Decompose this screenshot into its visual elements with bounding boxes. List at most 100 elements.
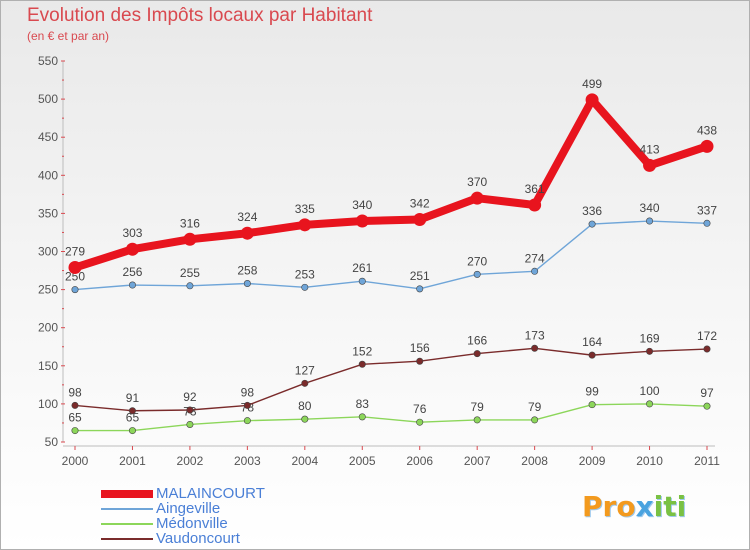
- data-label: 258: [237, 264, 257, 278]
- data-label: 98: [68, 385, 82, 399]
- data-label: 261: [352, 261, 372, 275]
- data-point: [301, 379, 309, 387]
- data-point: [413, 212, 427, 226]
- data-point: [186, 406, 194, 414]
- data-point: [416, 357, 424, 365]
- data-label: 413: [640, 142, 660, 156]
- chart-subtitle: (en € et par an): [27, 29, 110, 43]
- data-label: 127: [295, 363, 315, 377]
- x-tick-label: 2008: [521, 454, 548, 468]
- data-point: [531, 416, 539, 424]
- x-tick-label: 2001: [119, 454, 146, 468]
- data-point: [528, 198, 542, 212]
- data-point: [355, 214, 369, 228]
- data-point: [703, 402, 711, 410]
- data-point: [358, 360, 366, 368]
- data-point: [643, 158, 657, 172]
- x-tick-label: 2007: [464, 454, 491, 468]
- x-tick-label: 2010: [636, 454, 663, 468]
- data-point: [186, 420, 194, 428]
- data-point: [588, 401, 596, 409]
- series-line-malaincourt: [71, 95, 711, 272]
- data-point: [531, 344, 539, 352]
- x-tick-label: 2005: [349, 454, 376, 468]
- data-point: [646, 347, 654, 355]
- data-point: [298, 218, 312, 232]
- data-point: [71, 286, 79, 294]
- legend-label: Médonville: [156, 515, 228, 532]
- data-label: 173: [525, 328, 545, 342]
- x-tick-label: 2009: [579, 454, 606, 468]
- legend-swatch: [101, 538, 153, 540]
- logo-part-1: Pro: [582, 490, 636, 523]
- data-label: 250: [65, 270, 85, 284]
- data-point: [473, 270, 481, 278]
- data-label: 152: [352, 344, 372, 358]
- x-tick-label: 2002: [177, 454, 204, 468]
- legend-label: Aingeville: [156, 500, 221, 517]
- data-point: [358, 277, 366, 285]
- data-label: 303: [122, 226, 142, 240]
- y-tick-label: 200: [38, 321, 58, 335]
- x-tick-label: 2006: [406, 454, 433, 468]
- data-point: [646, 400, 654, 408]
- y-tick-label: 450: [38, 130, 58, 144]
- data-label: 156: [410, 341, 430, 355]
- data-point: [585, 93, 599, 107]
- data-label: 172: [697, 329, 717, 343]
- data-label: 274: [525, 251, 545, 265]
- data-point: [128, 281, 136, 289]
- data-label: 279: [65, 245, 85, 259]
- x-tick-label: 2000: [62, 454, 89, 468]
- data-point: [243, 417, 251, 425]
- data-label: 92: [183, 390, 197, 404]
- data-point: [301, 415, 309, 423]
- data-point: [243, 280, 251, 288]
- data-label: 76: [413, 402, 427, 416]
- data-point: [186, 282, 194, 290]
- data-label: 83: [356, 397, 370, 411]
- data-label: 79: [528, 400, 542, 414]
- y-tick-label: 100: [38, 397, 58, 411]
- data-label: 98: [241, 385, 255, 399]
- data-point: [588, 351, 596, 359]
- x-tick-label: 2011: [694, 454, 720, 468]
- data-label: 65: [68, 411, 82, 425]
- data-label: 65: [126, 411, 140, 425]
- data-label: 499: [582, 77, 602, 91]
- data-point: [183, 232, 197, 246]
- data-label: 340: [352, 198, 372, 212]
- chart-title: Evolution des Impôts locaux par Habitant: [27, 5, 373, 26]
- logo-part-3: iti: [653, 490, 687, 523]
- data-point: [128, 427, 136, 435]
- legend-swatch: [101, 508, 153, 510]
- data-point: [68, 261, 82, 275]
- data-label: 255: [180, 266, 200, 280]
- data-label: 251: [410, 269, 430, 283]
- data-label: 80: [298, 399, 312, 413]
- data-label: 270: [467, 254, 487, 268]
- data-point: [703, 345, 711, 353]
- data-point: [700, 139, 714, 153]
- y-tick-label: 500: [38, 92, 58, 106]
- data-label: 166: [467, 334, 487, 348]
- data-label: 99: [585, 385, 599, 399]
- y-tick-label: 300: [38, 245, 58, 259]
- data-point: [301, 283, 309, 291]
- data-label: 370: [467, 175, 487, 189]
- data-label: 97: [700, 386, 714, 400]
- series-line-vaudoncourt: [74, 347, 708, 412]
- legend-label: MALAINCOURT: [156, 485, 265, 502]
- data-label: 438: [697, 123, 717, 137]
- data-point: [416, 418, 424, 426]
- data-label: 91: [126, 391, 140, 405]
- data-point: [646, 217, 654, 225]
- data-label: 342: [410, 196, 430, 210]
- data-point: [128, 407, 136, 415]
- logo-part-2: x: [635, 490, 654, 523]
- series-line-médonville: [74, 403, 708, 432]
- data-label: 336: [582, 204, 602, 218]
- data-point: [358, 413, 366, 421]
